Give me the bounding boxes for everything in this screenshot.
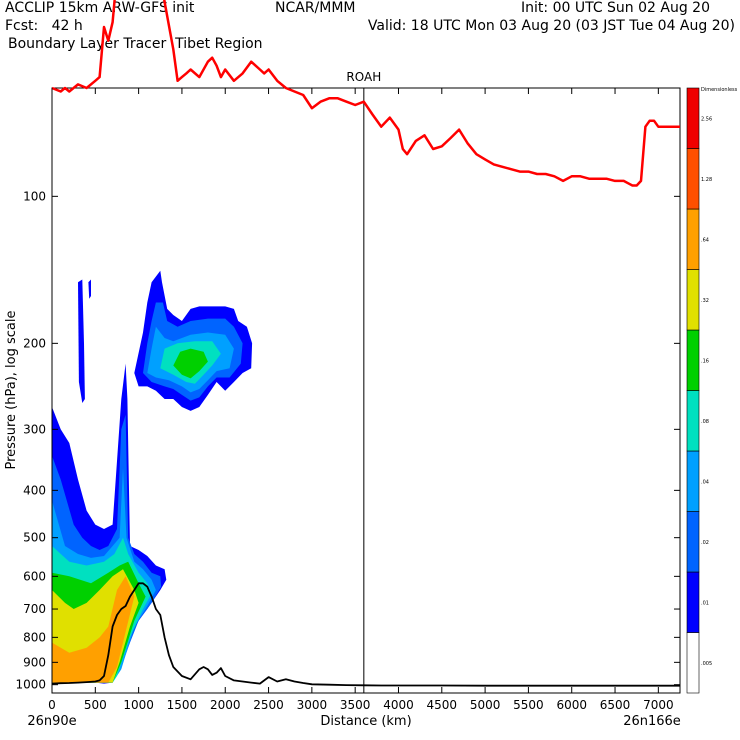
y-tick-label: 300 (23, 422, 46, 436)
colorbar-level-label: .08 (701, 419, 709, 425)
y-tick-label: 800 (23, 630, 46, 644)
tracer-lower-6 (52, 576, 135, 683)
y-tick-label: 200 (23, 336, 46, 350)
header-left-line1: ACCLIP 15km ARW-GFS init (5, 0, 195, 16)
colorbar-level-label: .005 (701, 661, 712, 667)
colorbar-level-label: 2.56 (701, 116, 712, 122)
x-tick-label: 6000 (556, 698, 587, 712)
colorbar-swatch (686, 571, 700, 633)
y-tick-label: 100 (23, 189, 46, 203)
x-tick-label: 7000 (643, 698, 674, 712)
x-tick-label: 500 (84, 698, 107, 712)
y-tick-label: 400 (23, 483, 46, 497)
colorbar-title: Dimensionless (701, 87, 738, 93)
roah-marker-label: ROAH (346, 70, 381, 84)
y-tick-label: 1000 (15, 678, 46, 692)
x-tick-label: 2500 (253, 698, 284, 712)
x-tick-label: 5500 (513, 698, 544, 712)
y-tick-label: 500 (23, 531, 46, 545)
colorbar: .005 .01 .02 .04 .08 .16 .32 .64 1.28 2.56 Dimensi… (686, 87, 738, 694)
colorbar-swatch (686, 208, 700, 270)
colorbar-swatch (686, 450, 700, 512)
plot-frame (51, 87, 681, 694)
x-tick-label: 0 (48, 698, 56, 712)
x-tick-label: 1500 (167, 698, 198, 712)
header-left-line2: Fcst: 42 h (5, 18, 83, 34)
y-tick-label: 600 (23, 569, 46, 583)
x-tick-label: 3500 (340, 698, 371, 712)
y-tick-label: 700 (23, 602, 46, 616)
colorbar-level-label: .64 (701, 237, 709, 243)
y-tick-label: 900 (23, 655, 46, 669)
colorbar-level-label: .02 (701, 540, 709, 546)
colorbar-swatch (686, 148, 700, 210)
tropopause-line (51, 0, 680, 187)
colorbar-swatch (686, 390, 700, 452)
colorbar-swatch (686, 632, 700, 694)
y-axis-label: Pressure (hPa), log scale (4, 311, 19, 470)
tracer-thin-column (78, 279, 85, 403)
colorbar-swatch (686, 329, 700, 391)
colorbar-level-label: 1.28 (701, 177, 712, 183)
x-end-label: 26n166e (623, 714, 681, 729)
tracer-blob-upper-4 (173, 348, 208, 379)
colorbar-level-label: .04 (701, 479, 709, 485)
y-axis-ticks: 100 200 300 400 500 600 700 800 900 1000 (15, 189, 680, 692)
x-tick-label: 1000 (123, 698, 154, 712)
colorbar-swatch (686, 511, 700, 573)
x-tick-label: 2000 (210, 698, 241, 712)
terrain-line (51, 582, 680, 687)
header-right-line1: Init: 00 UTC Sun 02 Aug 20 (521, 0, 710, 16)
colorbar-swatch (686, 269, 700, 331)
x-tick-label: 3000 (297, 698, 328, 712)
x-tick-label: 5000 (470, 698, 501, 712)
colorbar-level-label: .01 (701, 600, 709, 606)
tracer-fills (52, 270, 253, 684)
x-start-label: 26n90e (27, 714, 76, 729)
header-center-line1: NCAR/MMM (275, 0, 356, 16)
header-right-line2: Valid: 18 UTC Mon 03 Aug 20 (03 JST Tue … (367, 18, 735, 34)
x-tick-label: 4000 (383, 698, 414, 712)
colorbar-level-label: .16 (701, 358, 709, 364)
colorbar-swatch (686, 87, 700, 149)
x-tick-label: 4500 (427, 698, 458, 712)
x-axis-label: Distance (km) (320, 714, 411, 729)
x-tick-label: 6500 (600, 698, 631, 712)
colorbar-level-label: .32 (701, 298, 709, 304)
x-axis-ticks: 0 500 1000 1500 2000 2500 3000 3500 4000 4500 5000… (48, 88, 674, 712)
tracer-fleck (88, 279, 91, 299)
